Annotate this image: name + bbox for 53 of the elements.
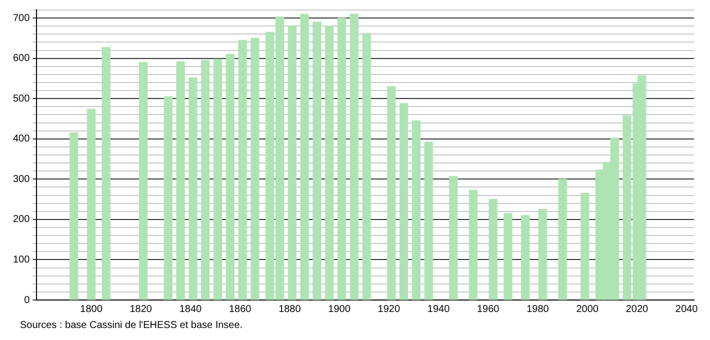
bar: [312, 22, 322, 300]
bar: [399, 103, 408, 300]
bar: [337, 18, 346, 300]
y-tick-label: 400: [12, 134, 30, 145]
x-tick-label: 1880: [278, 304, 302, 315]
bar: [504, 213, 512, 300]
bar: [424, 142, 433, 300]
y-tick-label: 500: [12, 93, 30, 104]
bar: [102, 47, 110, 300]
bar: [488, 198, 498, 300]
x-tick-label: 2040: [675, 304, 698, 315]
bar: [139, 62, 148, 300]
bar: [250, 38, 260, 300]
y-tick-label: 700: [12, 12, 30, 24]
y-tick-label: 0: [24, 294, 30, 306]
bar: [164, 96, 172, 300]
bar: [288, 26, 296, 300]
y-tick-label: 600: [12, 53, 30, 64]
x-tick-label: 1980: [526, 304, 550, 315]
bar: [300, 14, 309, 300]
bar: [558, 178, 567, 300]
bar: [521, 215, 530, 300]
bar: [238, 40, 247, 300]
x-tick-label: 1860: [228, 304, 252, 315]
bar: [449, 176, 458, 300]
source-note: Sources : base Cassini de l'EHESS et base Insee.: [20, 320, 243, 331]
x-tick-label: 1900: [328, 304, 351, 315]
bar: [350, 14, 359, 300]
x-tick-label: 1960: [477, 304, 500, 315]
bar: [538, 209, 548, 300]
bar: [86, 108, 96, 300]
bar: [226, 54, 234, 300]
bar: [70, 132, 78, 300]
bar: [201, 60, 210, 300]
x-tick-label: 2000: [576, 304, 599, 315]
bar: [412, 120, 421, 300]
x-tick-label: 2020: [626, 304, 649, 315]
x-tick-label: 1920: [378, 304, 400, 315]
x-tick-label: 1820: [130, 304, 152, 315]
bar: [468, 190, 478, 300]
bar: [387, 86, 396, 300]
bar: [188, 77, 198, 300]
y-tick-label: 100: [12, 254, 30, 266]
bar: [325, 26, 334, 300]
bar: [176, 61, 185, 300]
y-tick-label: 200: [12, 214, 30, 226]
bar: [213, 58, 222, 300]
bar: [362, 33, 371, 300]
x-tick-label: 1840: [179, 304, 202, 315]
x-tick-label: 1940: [427, 304, 450, 315]
y-tick-label: 300: [12, 174, 30, 185]
x-tick-label: 1800: [80, 304, 103, 315]
bar: [580, 192, 590, 300]
